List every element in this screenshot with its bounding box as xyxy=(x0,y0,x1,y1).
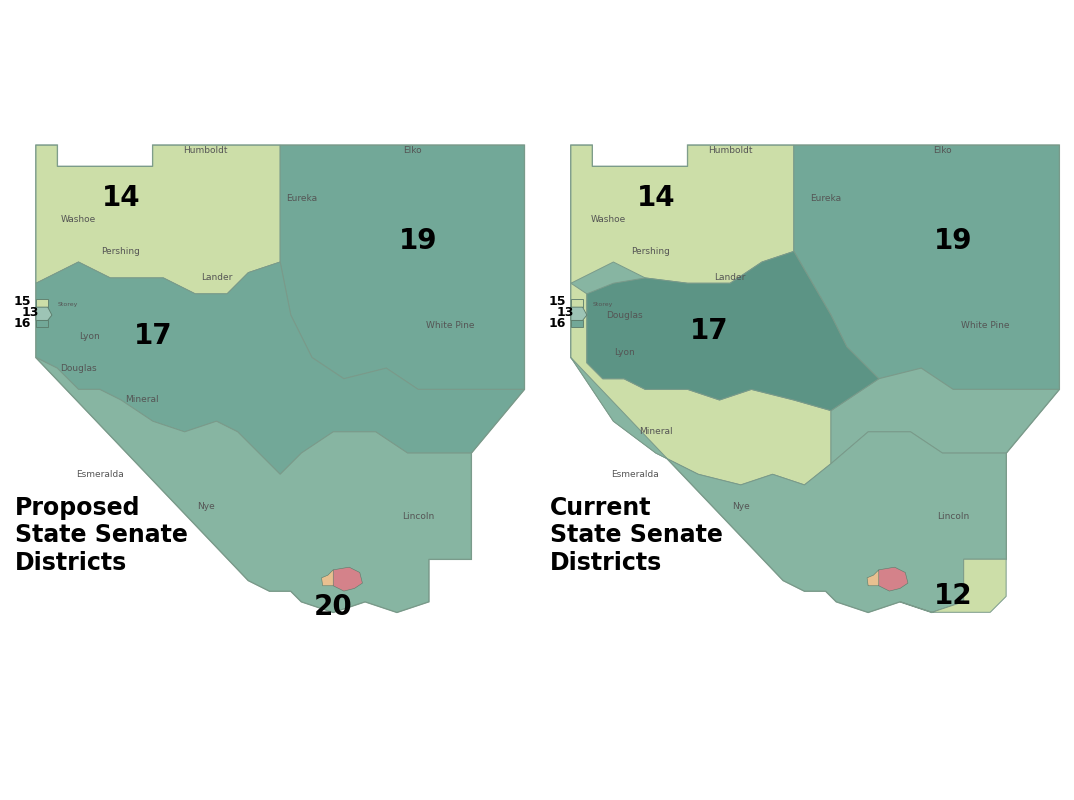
Text: 13: 13 xyxy=(21,306,40,319)
Text: 14: 14 xyxy=(102,184,141,212)
Polygon shape xyxy=(571,307,586,320)
Polygon shape xyxy=(37,307,52,320)
Polygon shape xyxy=(794,146,1059,390)
Text: Humboldt: Humboldt xyxy=(708,146,753,155)
Text: 15: 15 xyxy=(14,295,31,308)
Polygon shape xyxy=(37,358,471,612)
Text: 16: 16 xyxy=(549,317,566,330)
Text: 17: 17 xyxy=(690,317,728,345)
Text: Lincoln: Lincoln xyxy=(402,512,434,522)
Text: 15: 15 xyxy=(549,295,566,308)
Text: White Pine: White Pine xyxy=(425,321,475,330)
Text: 19: 19 xyxy=(398,226,437,254)
Polygon shape xyxy=(37,320,47,326)
Text: Nye: Nye xyxy=(731,502,750,510)
Text: 12: 12 xyxy=(933,582,972,610)
Text: Lyon: Lyon xyxy=(78,332,100,341)
Text: Lyon: Lyon xyxy=(613,348,635,357)
Polygon shape xyxy=(37,146,524,612)
Text: White Pine: White Pine xyxy=(960,321,1010,330)
Text: Eureka: Eureka xyxy=(286,194,317,203)
Text: Esmeralda: Esmeralda xyxy=(611,470,658,479)
Text: Storey: Storey xyxy=(592,302,612,307)
Text: Proposed
State Senate
Districts: Proposed State Senate Districts xyxy=(15,495,188,575)
Polygon shape xyxy=(37,262,524,474)
Polygon shape xyxy=(867,570,879,586)
Polygon shape xyxy=(280,146,524,390)
Text: Elko: Elko xyxy=(933,146,952,155)
Text: Current
State Senate
Districts: Current State Senate Districts xyxy=(550,495,723,575)
Polygon shape xyxy=(571,146,1059,612)
Polygon shape xyxy=(37,146,280,294)
Text: 13: 13 xyxy=(557,306,575,319)
Text: Washoe: Washoe xyxy=(591,215,626,224)
Text: Mineral: Mineral xyxy=(639,427,672,436)
Text: Washoe: Washoe xyxy=(61,215,96,224)
Polygon shape xyxy=(571,283,831,485)
Polygon shape xyxy=(321,570,333,586)
Text: 14: 14 xyxy=(637,184,676,212)
Text: 19: 19 xyxy=(933,226,972,254)
Polygon shape xyxy=(831,368,1059,464)
Polygon shape xyxy=(571,299,582,307)
Text: Nye: Nye xyxy=(197,502,215,510)
Text: 20: 20 xyxy=(314,593,352,621)
Polygon shape xyxy=(900,559,1006,612)
Text: Esmeralda: Esmeralda xyxy=(76,470,124,479)
Text: Pershing: Pershing xyxy=(632,247,670,256)
Polygon shape xyxy=(331,567,362,591)
Polygon shape xyxy=(876,567,908,591)
Polygon shape xyxy=(571,358,1006,612)
Polygon shape xyxy=(37,299,47,307)
Text: Lincoln: Lincoln xyxy=(937,512,969,522)
Text: Pershing: Pershing xyxy=(102,247,141,256)
Polygon shape xyxy=(586,251,879,410)
Text: Lander: Lander xyxy=(714,274,745,282)
Text: Douglas: Douglas xyxy=(60,364,97,373)
Text: Humboldt: Humboldt xyxy=(184,146,228,155)
Text: 17: 17 xyxy=(133,322,172,350)
Polygon shape xyxy=(571,146,794,283)
Text: Elko: Elko xyxy=(404,146,422,155)
Text: Mineral: Mineral xyxy=(126,395,159,405)
Text: Douglas: Douglas xyxy=(606,310,642,319)
Text: Lander: Lander xyxy=(201,274,232,282)
Text: Storey: Storey xyxy=(57,302,77,307)
Text: Eureka: Eureka xyxy=(810,194,841,203)
Polygon shape xyxy=(571,320,582,326)
Text: 16: 16 xyxy=(14,317,31,330)
